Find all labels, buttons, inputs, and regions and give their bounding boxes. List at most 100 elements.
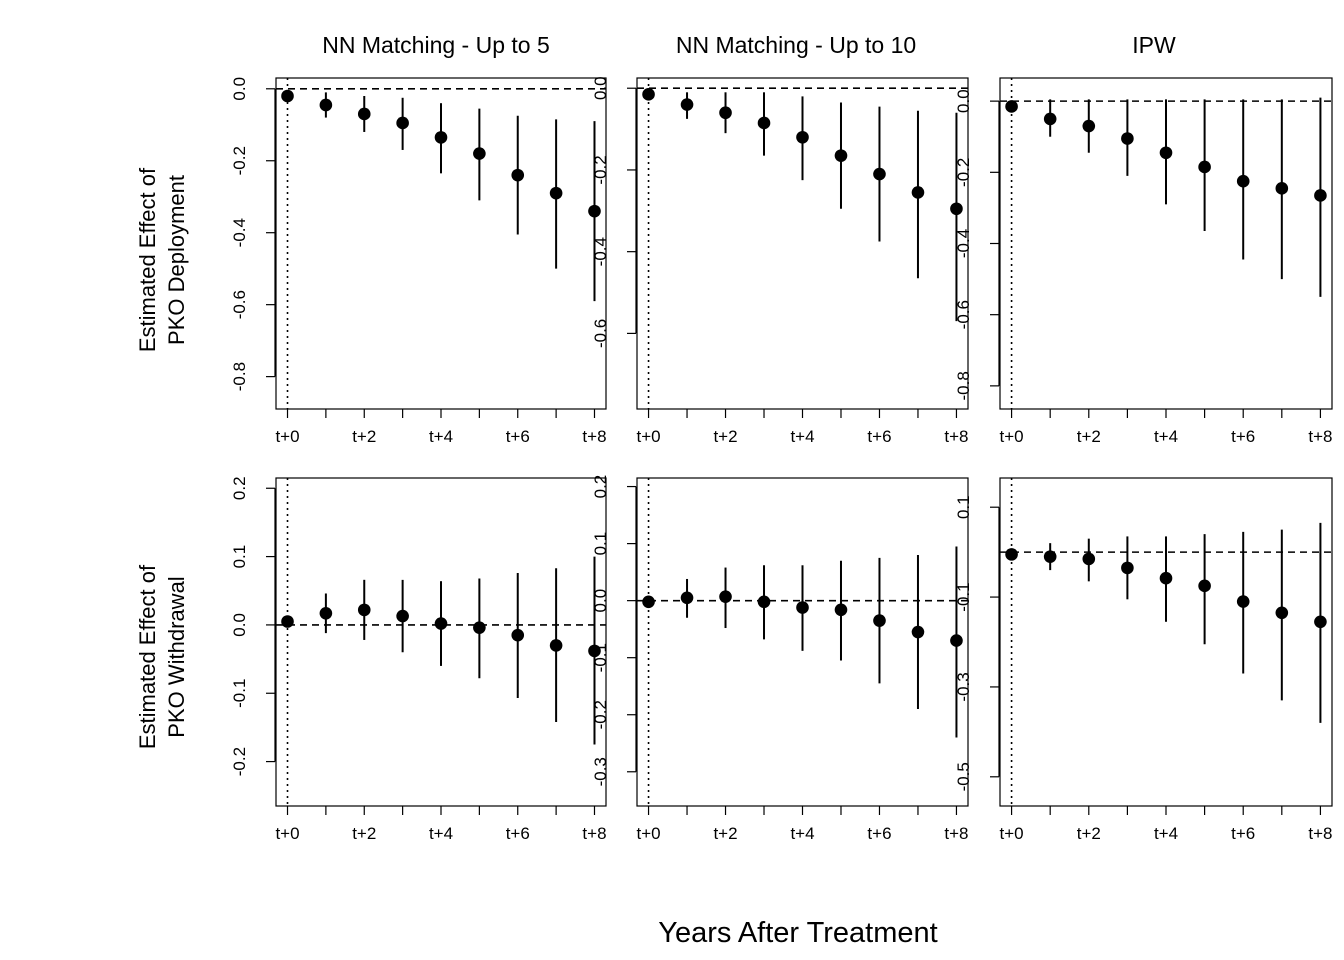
panels-layer: t+0 t+2 t+4 t+6 t+8 0.0 -0.2 -0.4 -0.6 -0.8 t+0 t+2… bbox=[230, 76, 1333, 843]
point-estimate-nn5-deployment-4 bbox=[434, 131, 448, 144]
point-estimate-nn10-deployment-0 bbox=[642, 88, 655, 101]
y-tick-label-nn5-deployment-2: -0.4 bbox=[230, 218, 249, 247]
row-label-withdrawal: Estimated Effect of PKO Withdrawal bbox=[135, 564, 189, 749]
point-estimate-ipw-deployment-7 bbox=[1275, 182, 1289, 195]
column-title-nn5: NN Matching - Up to 5 bbox=[322, 32, 550, 58]
x-axis-title: Years After Treatment bbox=[658, 917, 937, 949]
x-tick-label-nn5-withdrawal-8: t+8 bbox=[582, 824, 606, 843]
point-estimate-nn5-withdrawal-5 bbox=[473, 621, 486, 634]
point-estimate-nn10-withdrawal-5 bbox=[834, 603, 848, 617]
x-tick-label-nn5-withdrawal-6: t+6 bbox=[506, 824, 530, 843]
x-tick-label-ipw-deployment-2: t+2 bbox=[1077, 427, 1101, 446]
x-tick-label-ipw-withdrawal-2: t+2 bbox=[1077, 824, 1101, 843]
x-tick-label-nn5-withdrawal-0: t+0 bbox=[275, 824, 299, 843]
y-tick-label-nn10-withdrawal-3: -0.1 bbox=[591, 643, 610, 672]
row-label-deployment-line1: Estimated Effect of bbox=[135, 167, 160, 352]
x-tick-label-nn5-withdrawal-4: t+4 bbox=[429, 824, 453, 843]
y-tick-label-nn10-deployment-3: -0.6 bbox=[591, 319, 610, 348]
point-estimate-ipw-deployment-4 bbox=[1159, 146, 1173, 160]
point-estimate-nn5-deployment-0 bbox=[281, 89, 294, 103]
y-tick-label-nn5-deployment-1: -0.2 bbox=[230, 146, 249, 175]
point-estimate-nn10-deployment-7 bbox=[911, 186, 925, 199]
point-estimate-nn5-withdrawal-0 bbox=[281, 615, 294, 628]
point-estimate-ipw-withdrawal-2 bbox=[1082, 552, 1096, 566]
row-label-withdrawal-line2: PKO Withdrawal bbox=[164, 576, 189, 737]
point-estimate-nn5-deployment-2 bbox=[357, 107, 371, 121]
point-estimate-ipw-deployment-8 bbox=[1314, 189, 1327, 202]
row-label-deployment-line2: PKO Deployment bbox=[164, 175, 189, 345]
y-tick-label-nn10-withdrawal-4: -0.2 bbox=[591, 700, 610, 729]
point-estimate-nn10-withdrawal-1 bbox=[680, 591, 694, 605]
x-tick-label-nn5-deployment-6: t+6 bbox=[506, 427, 530, 446]
x-tick-label-nn10-withdrawal-2: t+2 bbox=[713, 824, 737, 843]
point-estimate-ipw-withdrawal-4 bbox=[1159, 571, 1173, 585]
x-tick-label-nn5-deployment-2: t+2 bbox=[352, 427, 376, 446]
panel-ipw-withdrawal: t+0 t+2 t+4 t+6 t+8 0.1 -0.1 -0.3 -0.5 bbox=[954, 477, 1333, 843]
point-estimate-nn10-deployment-1 bbox=[680, 98, 694, 111]
y-tick-label-nn5-deployment-3: -0.6 bbox=[230, 290, 249, 319]
x-tick-label-ipw-withdrawal-0: t+0 bbox=[1000, 824, 1024, 843]
x-tick-label-ipw-withdrawal-6: t+6 bbox=[1231, 824, 1255, 843]
y-tick-label-nn5-withdrawal-4: -0.2 bbox=[230, 747, 249, 776]
y-tick-label-nn10-withdrawal-0: 0.2 bbox=[591, 475, 610, 499]
y-tick-label-nn5-withdrawal-1: 0.1 bbox=[230, 545, 249, 569]
y-tick-label-nn5-withdrawal-3: -0.1 bbox=[230, 679, 249, 708]
point-estimate-ipw-deployment-6 bbox=[1236, 174, 1250, 188]
y-tick-label-ipw-withdrawal-3: -0.5 bbox=[954, 762, 973, 791]
y-tick-label-ipw-deployment-4: -0.8 bbox=[954, 371, 973, 400]
point-estimate-nn10-deployment-2 bbox=[719, 106, 732, 120]
point-estimate-nn10-deployment-4 bbox=[796, 130, 809, 144]
point-estimate-nn10-withdrawal-0 bbox=[642, 595, 655, 609]
x-tick-label-nn10-withdrawal-4: t+4 bbox=[790, 824, 814, 843]
point-estimate-ipw-withdrawal-8 bbox=[1314, 615, 1327, 629]
panel-nn10-deployment: t+0 t+2 t+4 t+6 t+8 0.0 -0.2 -0.4 -0.6 bbox=[591, 76, 969, 446]
point-estimate-nn10-withdrawal-6 bbox=[873, 614, 886, 627]
x-tick-label-nn10-deployment-6: t+6 bbox=[867, 427, 891, 446]
point-estimate-nn10-withdrawal-3 bbox=[757, 595, 771, 609]
y-tick-label-ipw-withdrawal-2: -0.3 bbox=[954, 672, 973, 701]
y-tick-label-nn10-withdrawal-5: -0.3 bbox=[591, 757, 610, 786]
y-tick-label-nn10-withdrawal-2: 0.0 bbox=[591, 589, 610, 613]
column-title-ipw: IPW bbox=[1132, 32, 1176, 58]
point-estimate-nn5-withdrawal-1 bbox=[319, 607, 333, 620]
point-estimate-nn10-deployment-3 bbox=[757, 116, 771, 130]
x-tick-label-nn5-deployment-4: t+4 bbox=[429, 427, 453, 446]
y-tick-label-nn10-withdrawal-1: 0.1 bbox=[591, 532, 610, 556]
point-estimate-nn5-withdrawal-6 bbox=[511, 628, 525, 642]
x-tick-label-nn5-withdrawal-2: t+2 bbox=[352, 824, 376, 843]
y-tick-label-ipw-deployment-0: 0.0 bbox=[954, 89, 973, 113]
point-estimate-ipw-withdrawal-0 bbox=[1005, 548, 1018, 561]
point-estimate-ipw-deployment-1 bbox=[1043, 112, 1057, 126]
point-estimate-nn5-deployment-7 bbox=[549, 186, 563, 200]
row-label-withdrawal-line1: Estimated Effect of bbox=[135, 564, 160, 749]
point-estimate-nn5-deployment-3 bbox=[396, 116, 409, 130]
x-tick-label-ipw-deployment-6: t+6 bbox=[1231, 427, 1255, 446]
point-estimate-ipw-deployment-5 bbox=[1198, 160, 1211, 174]
point-estimate-nn10-deployment-8 bbox=[950, 202, 963, 216]
x-tick-label-nn10-deployment-2: t+2 bbox=[713, 427, 737, 446]
x-tick-label-nn10-deployment-8: t+8 bbox=[944, 427, 968, 446]
point-estimate-nn5-withdrawal-2 bbox=[357, 603, 371, 617]
point-estimate-nn5-withdrawal-8 bbox=[588, 644, 601, 658]
y-tick-label-nn10-deployment-0: 0.0 bbox=[591, 76, 610, 100]
y-tick-label-ipw-withdrawal-1: -0.1 bbox=[954, 582, 973, 611]
y-tick-label-nn10-deployment-2: -0.4 bbox=[591, 237, 610, 266]
y-tick-label-nn10-deployment-1: -0.2 bbox=[591, 155, 610, 184]
y-tick-label-nn5-deployment-4: -0.8 bbox=[230, 362, 249, 391]
point-estimate-nn5-withdrawal-3 bbox=[396, 609, 409, 623]
point-estimate-ipw-withdrawal-1 bbox=[1043, 550, 1057, 563]
row-label-deployment: Estimated Effect of PKO Deployment bbox=[135, 167, 189, 352]
x-tick-label-ipw-deployment-0: t+0 bbox=[1000, 427, 1024, 446]
point-estimate-nn5-withdrawal-7 bbox=[549, 639, 563, 652]
point-estimate-ipw-withdrawal-6 bbox=[1236, 595, 1250, 608]
point-estimate-nn10-withdrawal-8 bbox=[950, 634, 963, 647]
x-tick-label-nn10-deployment-4: t+4 bbox=[790, 427, 814, 446]
x-tick-label-ipw-withdrawal-8: t+8 bbox=[1308, 824, 1332, 843]
y-tick-label-nn5-withdrawal-0: 0.2 bbox=[230, 476, 249, 500]
point-estimate-nn10-withdrawal-7 bbox=[911, 625, 925, 639]
x-tick-label-ipw-deployment-4: t+4 bbox=[1154, 427, 1178, 446]
x-tick-label-nn5-deployment-0: t+0 bbox=[275, 427, 299, 446]
y-tick-label-ipw-withdrawal-0: 0.1 bbox=[954, 495, 973, 519]
panel-ipw-deployment: t+0 t+2 t+4 t+6 t+8 0.0 -0.2 -0.4 -0.6 -0.8 bbox=[954, 77, 1333, 446]
